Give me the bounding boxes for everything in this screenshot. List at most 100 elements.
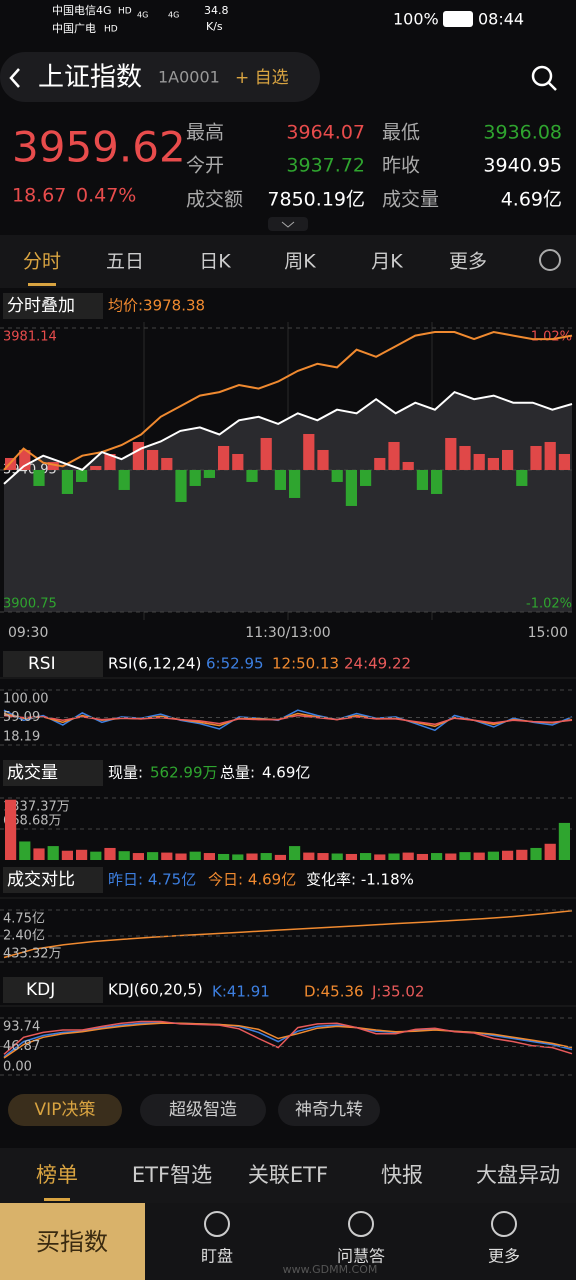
series-line [3,330,573,471]
y-tick-label: 3900.75 [3,597,57,612]
settings[interactable] [539,249,561,271]
bottom-tab[interactable]: ETF智选 [132,1163,212,1187]
volume-bar [544,843,556,860]
volume-bar [232,854,244,860]
y-tick-label: 2.40亿 [3,928,45,943]
rsi-params: RSI(6,12,24) [108,655,201,673]
tab[interactable]: 五日 [106,251,144,273]
search[interactable] [531,65,553,87]
vol-name[interactable]: 成交量 [7,763,58,783]
y-tick-label: 18.19 [3,730,40,745]
volume-bar [189,851,201,860]
nav-icon[interactable] [491,1211,517,1237]
nav-label[interactable]: 更多 [488,1247,520,1266]
speed: 34.8 [204,4,229,17]
series-line [3,909,573,959]
volume-bar [90,851,102,860]
add-watch[interactable]: + 自选 [235,68,289,88]
pct: 0.47% [76,185,136,207]
legend: J:35.02 [371,983,424,1001]
bottom-tab[interactable]: 快报 [381,1163,423,1187]
x-label: 11:30/13:00 [245,625,330,641]
stat-value: 7850.19亿 [267,189,365,211]
y-tick-label: 1337.37万 [3,800,70,815]
chip[interactable] [8,1094,122,1126]
bottom-tabs [0,1148,576,1203]
volume-bar [203,853,215,860]
chip-label[interactable]: 超级智造 [169,1100,237,1120]
diff-bar [232,453,244,470]
volume-bar [274,854,286,860]
y-tick-label: 100.00 [3,692,49,707]
kdj-params: KDJ(60,20,5) [108,981,203,999]
right-tick: -1.02% [526,597,572,612]
expand[interactable] [268,217,308,231]
diff-bar [516,469,528,486]
diff-bar [175,469,187,502]
rsi-name[interactable]: RSI [28,654,56,674]
stats: 最高 3964.07 最低 3936.08 今开 3937.72 昨收 3940.95 成交额 7… [186,122,562,211]
diff-bar [289,469,301,498]
bottom-tab[interactable]: 大盘异动 [476,1163,560,1187]
hd: HD [104,25,118,35]
y-tick-label: 59.09 [3,710,40,725]
expand-arrow [281,221,295,228]
stat-label: 成交额 [186,189,243,211]
legend: 12:50.13 [272,655,339,673]
cmp-today: 今日: 4.69亿 [208,871,296,889]
diff-bar [331,469,343,482]
cmp-name[interactable]: 成交对比 [7,870,75,890]
buy-btn[interactable] [0,1203,145,1280]
diff-bar [274,469,286,490]
btn[interactable] [3,867,103,893]
btn[interactable] [3,651,103,677]
chip[interactable] [140,1094,266,1126]
tab[interactable]: 日K [199,251,231,273]
tab[interactable]: 月K [371,251,403,273]
volume-bar [388,853,400,860]
volume-bar [502,850,514,860]
tab[interactable]: 更多 [449,251,487,273]
bottom-tab[interactable]: 榜单 [36,1163,78,1187]
tab[interactable]: 周K [284,251,316,273]
volume-bar [19,841,31,860]
diff-bar [317,449,329,470]
btn[interactable] [3,760,103,786]
volume-bar [118,851,130,860]
volume-bar [161,852,173,860]
hd: HD [118,7,132,17]
tab-underline [44,1198,70,1201]
volume-bar [104,847,116,860]
nav-icon[interactable] [348,1211,374,1237]
buy[interactable]: 买指数 [36,1228,108,1256]
code: 1A0001 [158,68,220,87]
diff-bar [416,469,428,490]
nav-label[interactable]: 盯盘 [201,1247,233,1266]
tab[interactable]: 分时 [23,251,61,273]
btn[interactable] [3,977,103,1003]
chip-label[interactable]: 神奇九转 [295,1100,363,1120]
stat-label: 昨收 [382,155,420,177]
cmp-yesterday: 昨日: 4.75亿 [108,871,196,889]
stat-value: 4.69亿 [501,189,562,211]
y-tick-label: 433.32万 [3,947,62,962]
volume-bar [317,853,329,860]
volume-bar [132,853,144,860]
back[interactable] [9,68,20,88]
header-pill [0,52,320,102]
battery-icon [443,11,473,27]
y-tick-label: 3981.14 [3,330,57,345]
legend: K:41.91 [212,983,270,1001]
chip[interactable] [278,1094,380,1126]
overlay[interactable]: 分时叠加 [7,296,75,316]
chips: VIP决策 超级智造 神奇九转 [8,1094,380,1126]
chip-label[interactable]: VIP决策 [35,1100,96,1120]
volume-bar [246,853,258,860]
bottom-tab[interactable]: 关联ETF [248,1163,328,1187]
tab-underline [28,283,56,286]
nav-icon[interactable] [204,1211,230,1237]
nav-label[interactable]: 问慧答 [337,1247,385,1266]
overlay-btn[interactable] [3,293,103,319]
kdj-name[interactable]: KDJ [26,980,55,1000]
